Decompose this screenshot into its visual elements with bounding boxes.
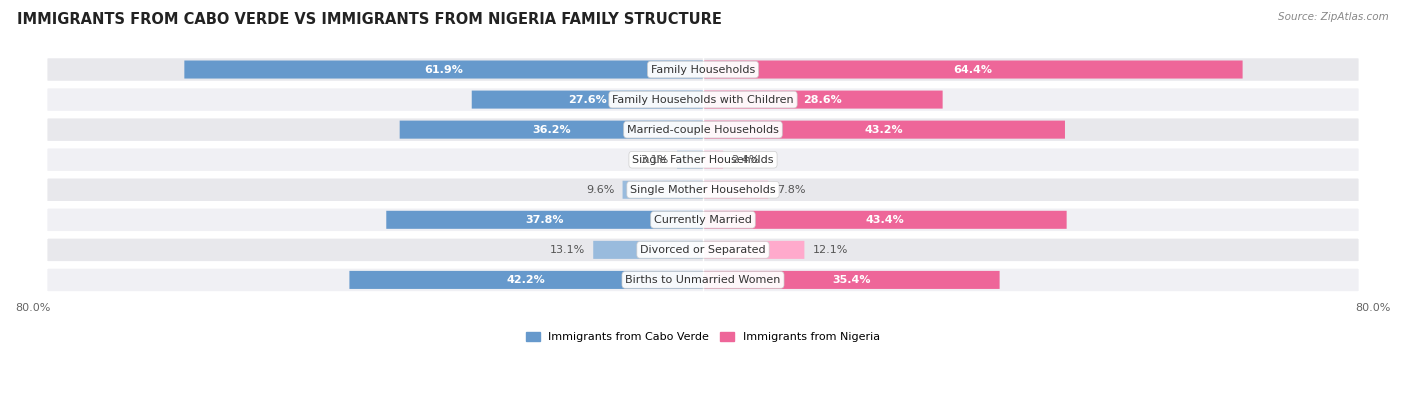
FancyBboxPatch shape	[46, 147, 1360, 172]
Text: 61.9%: 61.9%	[425, 64, 463, 75]
Text: 43.4%: 43.4%	[866, 215, 904, 225]
Text: 35.4%: 35.4%	[832, 275, 870, 285]
FancyBboxPatch shape	[703, 90, 942, 109]
FancyBboxPatch shape	[703, 181, 768, 199]
FancyBboxPatch shape	[472, 90, 703, 109]
FancyBboxPatch shape	[46, 207, 1360, 232]
FancyBboxPatch shape	[387, 211, 703, 229]
FancyBboxPatch shape	[593, 241, 703, 259]
FancyBboxPatch shape	[623, 181, 703, 199]
Text: 37.8%: 37.8%	[526, 215, 564, 225]
Text: 36.2%: 36.2%	[531, 125, 571, 135]
FancyBboxPatch shape	[703, 241, 804, 259]
Text: 43.2%: 43.2%	[865, 125, 903, 135]
Text: Divorced or Separated: Divorced or Separated	[640, 245, 766, 255]
Text: Currently Married: Currently Married	[654, 215, 752, 225]
Text: Source: ZipAtlas.com: Source: ZipAtlas.com	[1278, 12, 1389, 22]
Text: 64.4%: 64.4%	[953, 64, 993, 75]
FancyBboxPatch shape	[350, 271, 703, 289]
Text: IMMIGRANTS FROM CABO VERDE VS IMMIGRANTS FROM NIGERIA FAMILY STRUCTURE: IMMIGRANTS FROM CABO VERDE VS IMMIGRANTS…	[17, 12, 721, 27]
Text: 3.1%: 3.1%	[640, 155, 669, 165]
FancyBboxPatch shape	[46, 267, 1360, 293]
Text: Single Father Households: Single Father Households	[633, 155, 773, 165]
FancyBboxPatch shape	[46, 117, 1360, 142]
FancyBboxPatch shape	[703, 120, 1064, 139]
FancyBboxPatch shape	[46, 237, 1360, 263]
Text: 28.6%: 28.6%	[803, 94, 842, 105]
Text: Births to Unmarried Women: Births to Unmarried Women	[626, 275, 780, 285]
FancyBboxPatch shape	[703, 211, 1067, 229]
Text: 13.1%: 13.1%	[550, 245, 585, 255]
Text: 7.8%: 7.8%	[776, 185, 806, 195]
Text: 12.1%: 12.1%	[813, 245, 848, 255]
Text: 27.6%: 27.6%	[568, 94, 607, 105]
FancyBboxPatch shape	[703, 60, 1243, 79]
Text: 9.6%: 9.6%	[586, 185, 614, 195]
Text: Married-couple Households: Married-couple Households	[627, 125, 779, 135]
FancyBboxPatch shape	[703, 271, 1000, 289]
Legend: Immigrants from Cabo Verde, Immigrants from Nigeria: Immigrants from Cabo Verde, Immigrants f…	[526, 332, 880, 342]
Text: Family Households with Children: Family Households with Children	[612, 94, 794, 105]
Text: Family Households: Family Households	[651, 64, 755, 75]
Text: 2.4%: 2.4%	[731, 155, 761, 165]
FancyBboxPatch shape	[46, 87, 1360, 112]
FancyBboxPatch shape	[46, 57, 1360, 82]
FancyBboxPatch shape	[703, 150, 723, 169]
FancyBboxPatch shape	[46, 177, 1360, 202]
Text: 42.2%: 42.2%	[506, 275, 546, 285]
FancyBboxPatch shape	[399, 120, 703, 139]
FancyBboxPatch shape	[184, 60, 703, 79]
FancyBboxPatch shape	[678, 150, 703, 169]
Text: Single Mother Households: Single Mother Households	[630, 185, 776, 195]
